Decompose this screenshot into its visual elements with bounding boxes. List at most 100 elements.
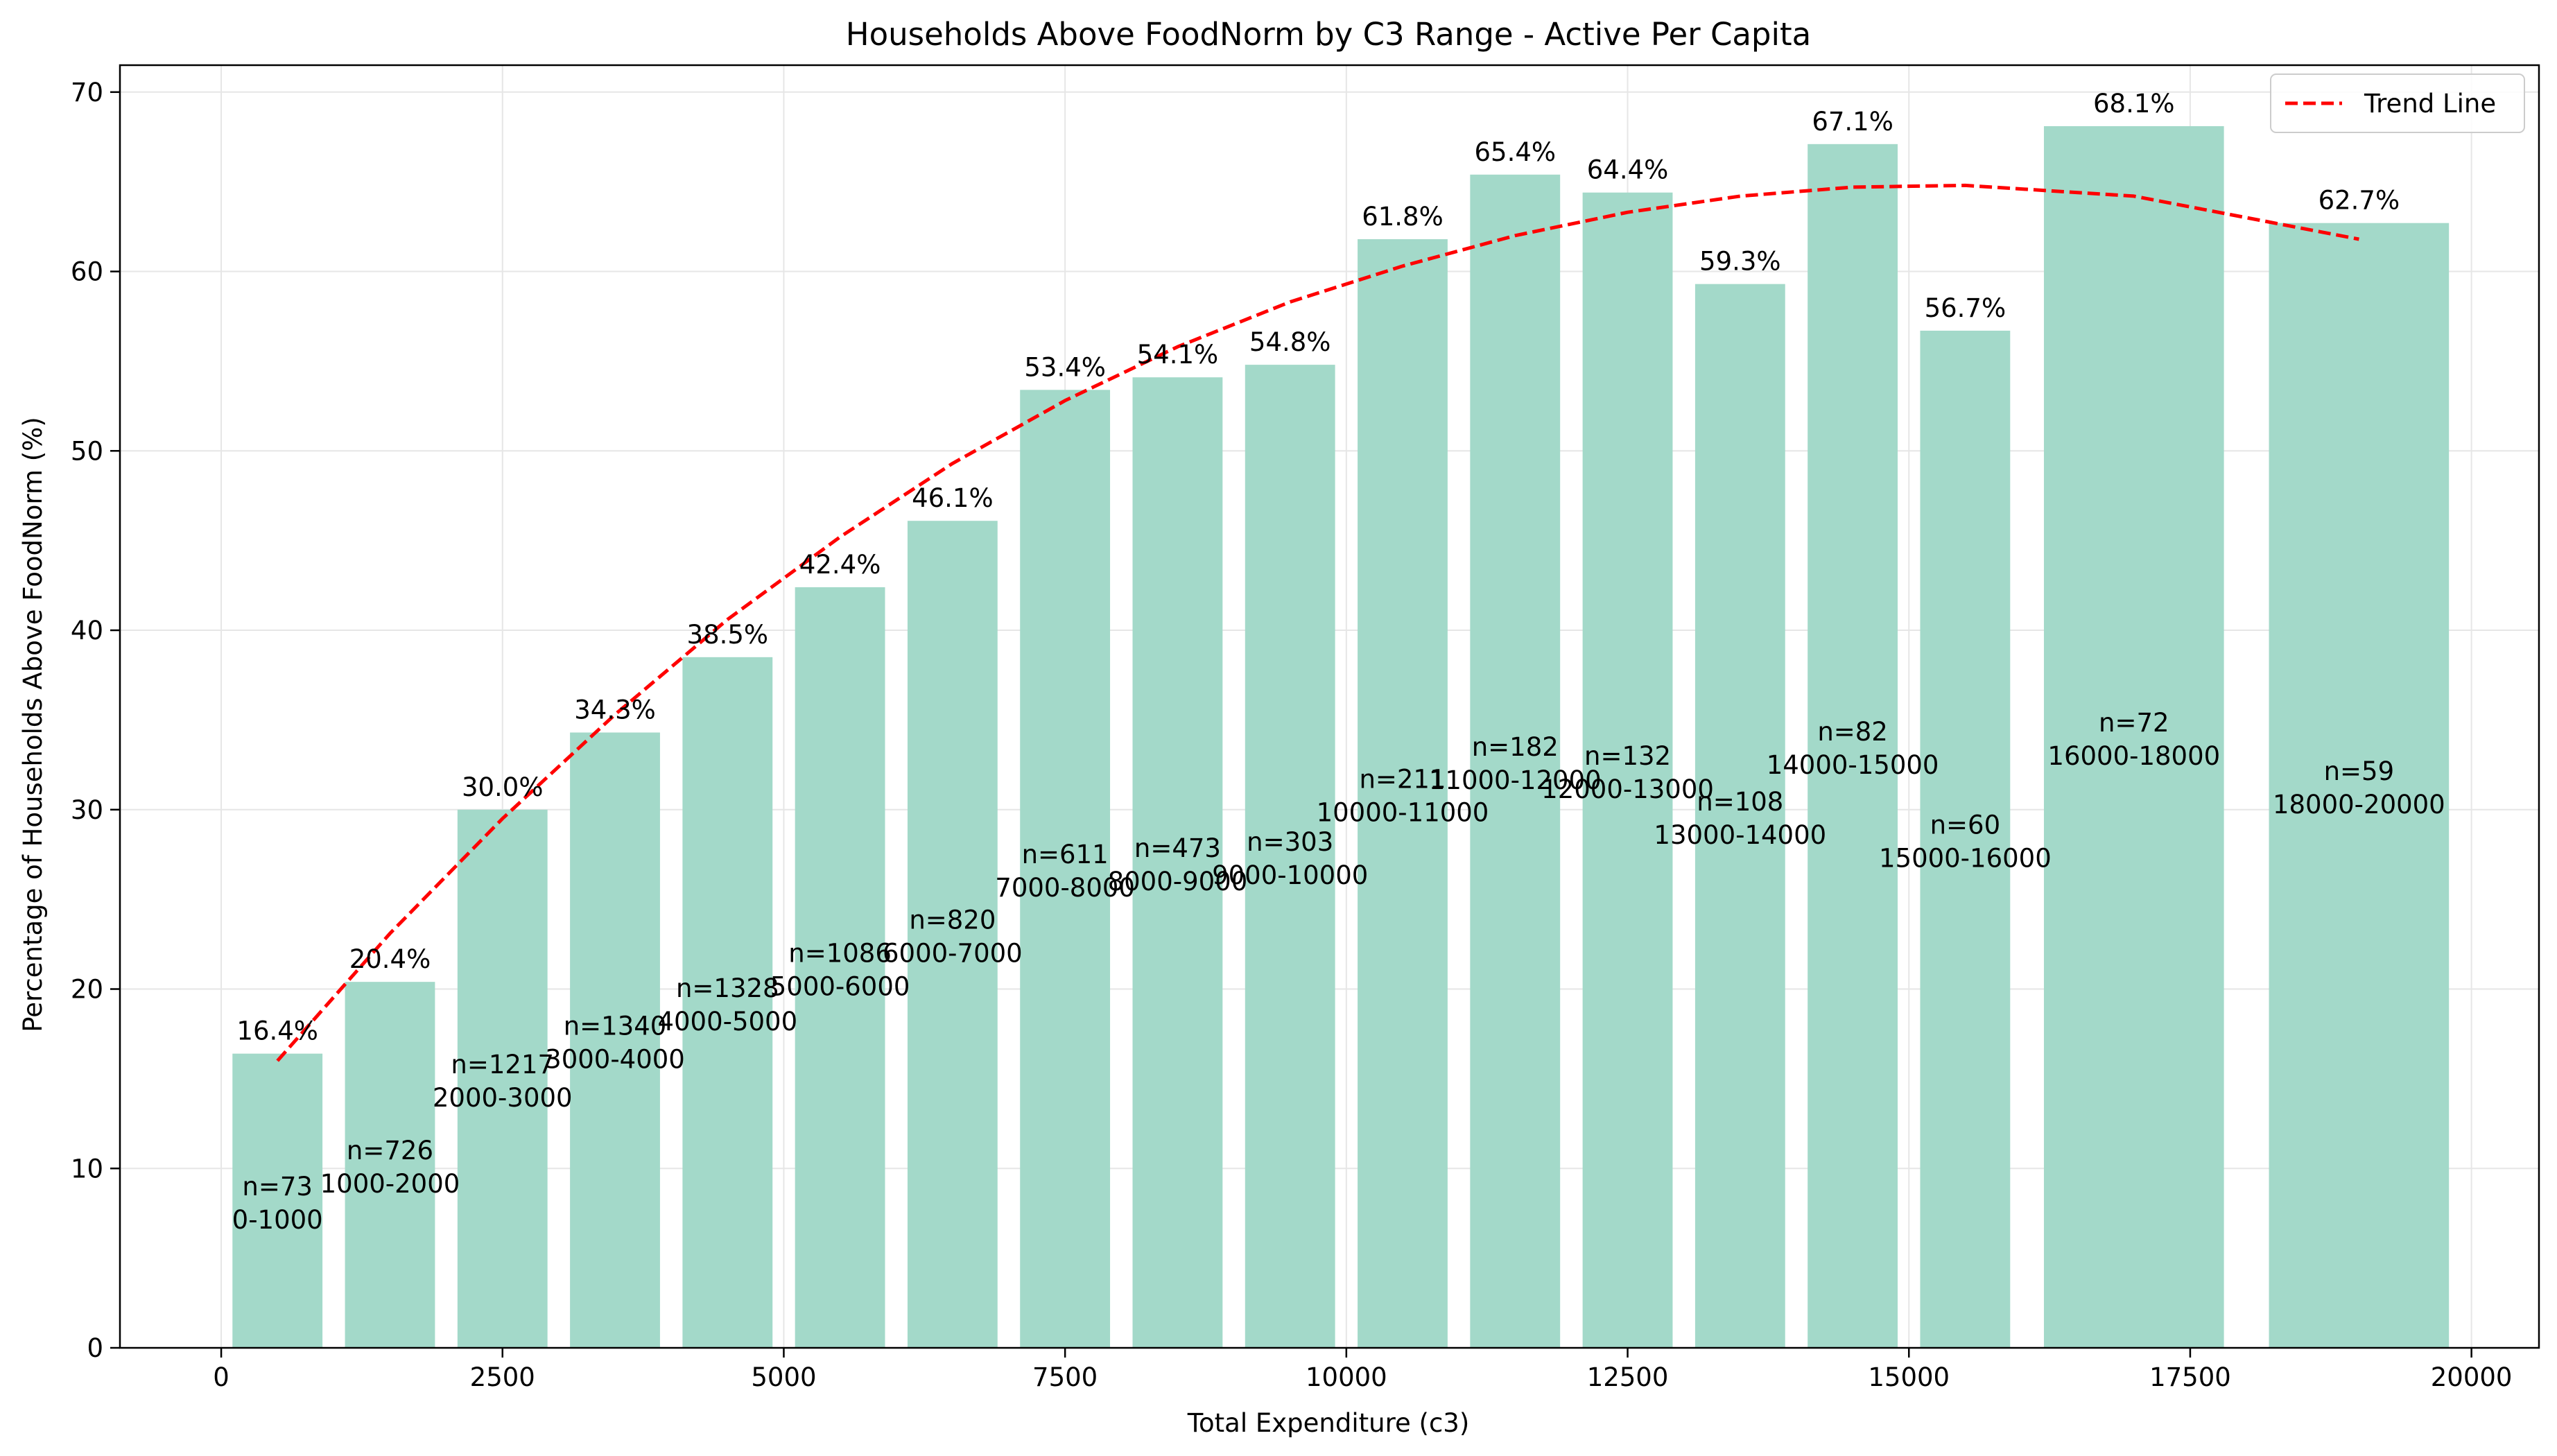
bar-count-label: n=1328 xyxy=(676,973,779,1003)
bar-count-label: n=60 xyxy=(1930,810,2001,840)
bars-layer xyxy=(232,125,2450,1349)
bar-value-label: 65.4% xyxy=(1474,137,1556,167)
bar-value-label: 54.8% xyxy=(1249,327,1331,357)
bar xyxy=(570,732,660,1348)
bar-range-label: 14000-15000 xyxy=(1767,750,1939,780)
bar-value-label: 59.3% xyxy=(1699,247,1781,277)
bar xyxy=(795,587,885,1349)
x-tick-label: 12500 xyxy=(1587,1362,1669,1392)
x-tick-label: 0 xyxy=(213,1362,229,1392)
bar-value-label: 34.3% xyxy=(574,695,656,725)
y-tick-label: 70 xyxy=(71,78,103,107)
bar-value-label: 53.4% xyxy=(1024,352,1106,382)
y-tick-label: 0 xyxy=(87,1333,103,1363)
bar-range-label: 15000-16000 xyxy=(1879,843,2052,873)
bar xyxy=(345,982,435,1348)
y-tick-label: 30 xyxy=(71,795,103,825)
ticks-layer: 0 2500 5000 7500 10000 12500 15000 17500 20000 0 1… xyxy=(71,78,2513,1392)
bar-range-label: 7000-8000 xyxy=(995,873,1135,903)
bar-count-label: n=182 xyxy=(1472,732,1559,762)
bar-value-label: 20.4% xyxy=(349,944,431,974)
bar xyxy=(457,809,548,1348)
bar xyxy=(1920,330,2011,1349)
x-tick-label: 7500 xyxy=(1032,1362,1098,1392)
y-tick-label: 10 xyxy=(71,1154,103,1184)
legend-box xyxy=(2270,73,2525,133)
bar-value-label: 56.7% xyxy=(1925,293,2006,323)
bar-count-label: n=611 xyxy=(1022,840,1109,869)
bar-range-label: 3000-4000 xyxy=(545,1044,685,1074)
trend-line xyxy=(276,183,2359,1062)
bar xyxy=(1020,390,1111,1348)
bar-value-label: 42.4% xyxy=(799,550,881,580)
bar xyxy=(682,657,773,1348)
bar xyxy=(907,521,998,1348)
bar-count-label: n=73 xyxy=(242,1172,313,1202)
bar-range-label: 12000-13000 xyxy=(1541,774,1714,804)
bar-value-label: 61.8% xyxy=(1362,202,1444,232)
bar-range-label: 1000-2000 xyxy=(320,1169,460,1199)
bar-range-label: 5000-6000 xyxy=(770,971,910,1001)
bar xyxy=(1582,192,1673,1348)
bar-range-label: 18000-20000 xyxy=(2273,790,2445,820)
bar-value-label: 64.4% xyxy=(1587,155,1669,185)
bar-range-label: 6000-7000 xyxy=(883,939,1023,969)
x-tick-label: 20000 xyxy=(2431,1362,2513,1392)
bar xyxy=(232,1053,323,1348)
bar-value-label: 67.1% xyxy=(1812,107,1893,137)
bar-count-label: n=72 xyxy=(2099,708,2169,738)
bar-count-label: n=1340 xyxy=(564,1011,667,1041)
trend-layer xyxy=(276,183,2359,1062)
x-tick-label: 17500 xyxy=(2149,1362,2231,1392)
bar-count-label: n=108 xyxy=(1697,787,1783,817)
bar-count-label: n=59 xyxy=(2324,756,2395,786)
bar-range-label: 16000-18000 xyxy=(2047,741,2220,771)
bar-count-label: n=1217 xyxy=(451,1050,554,1080)
bar-count-label: n=211 xyxy=(1359,764,1446,794)
bar-value-label: 62.7% xyxy=(2318,186,2400,216)
bar-value-label: 68.1% xyxy=(2093,89,2175,119)
bar-count-label: n=820 xyxy=(909,905,996,935)
bar xyxy=(2043,125,2224,1348)
bar-count-label: n=303 xyxy=(1247,827,1333,857)
y-tick-label: 50 xyxy=(71,436,103,466)
bar-count-label: n=1086 xyxy=(788,938,892,968)
bar-count-label: n=132 xyxy=(1584,741,1671,771)
bar-range-label: 13000-14000 xyxy=(1654,820,1826,850)
x-tick-label: 10000 xyxy=(1306,1362,1387,1392)
bar xyxy=(1245,365,1335,1348)
bar-value-label: 38.5% xyxy=(687,620,769,650)
bar xyxy=(1808,144,1898,1348)
bar xyxy=(1694,284,1785,1349)
bar-count-label: n=473 xyxy=(1134,833,1221,863)
bar-range-label: 10000-11000 xyxy=(1317,797,1489,827)
bar xyxy=(1132,377,1223,1349)
x-axis-title: Total Expenditure (c3) xyxy=(1187,1408,1470,1438)
bar xyxy=(1470,174,1561,1349)
plot-frame xyxy=(119,64,2540,1349)
legend-trend-line-label: Trend Line xyxy=(2364,89,2496,119)
bar-count-label: n=82 xyxy=(1817,717,1888,747)
bar-value-label: 54.1% xyxy=(1137,340,1219,370)
labels-layer: 16.4% n=730-1000 20.4% n=726 1000-2000 30.0% n… xyxy=(232,89,2445,1235)
y-axis-title: Percentage of Households Above FoodNorm … xyxy=(18,417,48,1032)
bar-value-label: 16.4% xyxy=(236,1016,318,1046)
bar-range-label: 8000-9000 xyxy=(1108,867,1248,896)
x-tick-label: 2500 xyxy=(470,1362,535,1392)
legend: Trend Line xyxy=(2270,73,2525,133)
bar-range-label: 2000-3000 xyxy=(433,1083,573,1113)
bar xyxy=(2269,223,2450,1348)
bar-range-label: 9000-10000 xyxy=(1212,860,1368,890)
bar-count-label: n=726 xyxy=(347,1136,433,1165)
bar-value-label: 30.0% xyxy=(462,772,544,802)
bar-range-label: 11000-12000 xyxy=(1429,765,1602,795)
chart-title: Households Above FoodNorm by C3 Range - … xyxy=(846,16,1811,53)
bar xyxy=(1358,239,1448,1349)
bar-range-label: 0-1000 xyxy=(232,1205,323,1235)
y-tick-label: 60 xyxy=(71,257,103,287)
x-tick-label: 15000 xyxy=(1868,1362,1950,1392)
bar-value-label: 46.1% xyxy=(912,483,994,513)
bar-range-label: 4000-5000 xyxy=(657,1007,797,1037)
x-tick-label: 5000 xyxy=(751,1362,816,1392)
